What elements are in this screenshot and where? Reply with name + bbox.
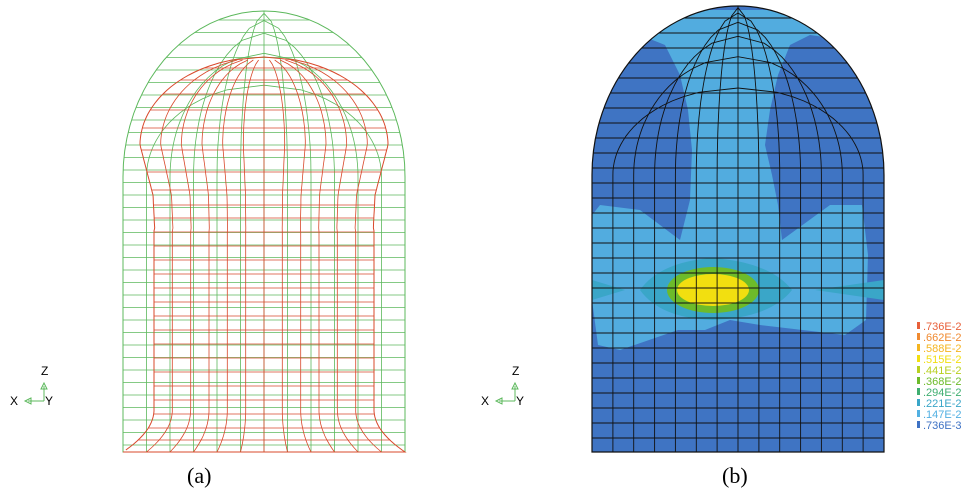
legend-label: .441E-2	[923, 365, 962, 377]
legend-swatch	[917, 388, 920, 395]
legend-swatch	[917, 399, 920, 406]
legend-swatch	[917, 366, 920, 373]
mesh-line	[695, 12, 739, 452]
mesh-line	[216, 59, 254, 453]
mesh-line	[240, 13, 265, 452]
contour-legend: .736E-2.662E-2.588E-2.515E-2.441E-2.368E…	[917, 321, 962, 432]
legend-swatch	[917, 333, 920, 340]
mesh-line	[737, 35, 822, 452]
mesh-line	[216, 20, 265, 452]
legend-swatch	[917, 410, 920, 417]
model-outline	[591, 5, 885, 453]
deformed-mesh	[123, 56, 407, 453]
legend-swatch	[917, 421, 920, 428]
mesh-line	[737, 7, 760, 452]
legend-label: .736E-2	[923, 321, 962, 333]
contour-field	[592, 6, 884, 452]
legend-swatch	[917, 377, 920, 384]
panel-b: Z X Y .736E-2.662E-2.588E-2.515E-2.441E-…	[481, 5, 962, 488]
mesh-line	[169, 59, 243, 453]
mesh-line	[737, 56, 843, 452]
triad-y-label: Y	[45, 394, 53, 408]
triad-z-label: Z	[41, 364, 48, 378]
legend-label: .662E-2	[923, 332, 962, 344]
caption-a: (a)	[187, 463, 211, 488]
mesh-line	[146, 59, 238, 453]
mesh-line	[193, 59, 249, 453]
coordinate-triad-b: Z X Y	[481, 364, 524, 408]
mesh-line	[279, 59, 335, 453]
triad-z-label: Z	[512, 364, 519, 378]
legend-label: .147E-2	[923, 409, 962, 421]
element-mesh	[592, 6, 884, 452]
coordinate-triad-a: Z X Y	[10, 364, 53, 408]
mesh-line	[240, 59, 259, 453]
legend-swatch	[917, 344, 920, 351]
mesh-line	[285, 59, 359, 453]
mesh-line	[290, 59, 382, 453]
mesh-line	[716, 7, 739, 452]
legend-label: .588E-2	[923, 343, 962, 355]
mesh-line	[274, 59, 312, 453]
mesh-line	[263, 84, 382, 452]
panel-a: Z X Y (a)	[10, 10, 407, 488]
contour-region-left-dip	[592, 280, 625, 300]
legend-label: .368E-2	[923, 376, 962, 388]
mesh-line	[263, 32, 335, 452]
triad-x-label: X	[10, 394, 18, 408]
mesh-line	[612, 87, 739, 452]
legend-label: .515E-2	[923, 354, 962, 366]
legend-label: .221E-2	[923, 398, 962, 410]
mesh-line	[146, 84, 265, 452]
mesh-line	[169, 52, 265, 452]
contour-region-upper-band	[592, 10, 868, 350]
caption-b: (b)	[722, 463, 748, 488]
contour-region-right-dip	[815, 280, 884, 300]
mesh-line	[263, 13, 288, 452]
mesh-line	[737, 12, 781, 452]
contour-region-yellow	[677, 274, 749, 306]
undeformed-outline	[122, 10, 406, 453]
legend-label: .294E-2	[923, 387, 962, 399]
mesh-line	[737, 87, 864, 452]
mesh-line	[674, 21, 739, 452]
triad-x-label: X	[481, 394, 489, 408]
mesh-line	[263, 52, 359, 452]
legend-swatch	[917, 322, 920, 329]
legend-label: .736E-3	[923, 420, 962, 432]
legend-swatch	[917, 355, 920, 362]
deformed-outline	[123, 56, 407, 453]
mesh-line	[654, 35, 739, 452]
triad-y-label: Y	[516, 394, 524, 408]
mesh-line	[633, 56, 739, 452]
mesh-line	[193, 32, 265, 452]
mesh-line	[269, 59, 288, 453]
mesh-line	[263, 20, 312, 452]
